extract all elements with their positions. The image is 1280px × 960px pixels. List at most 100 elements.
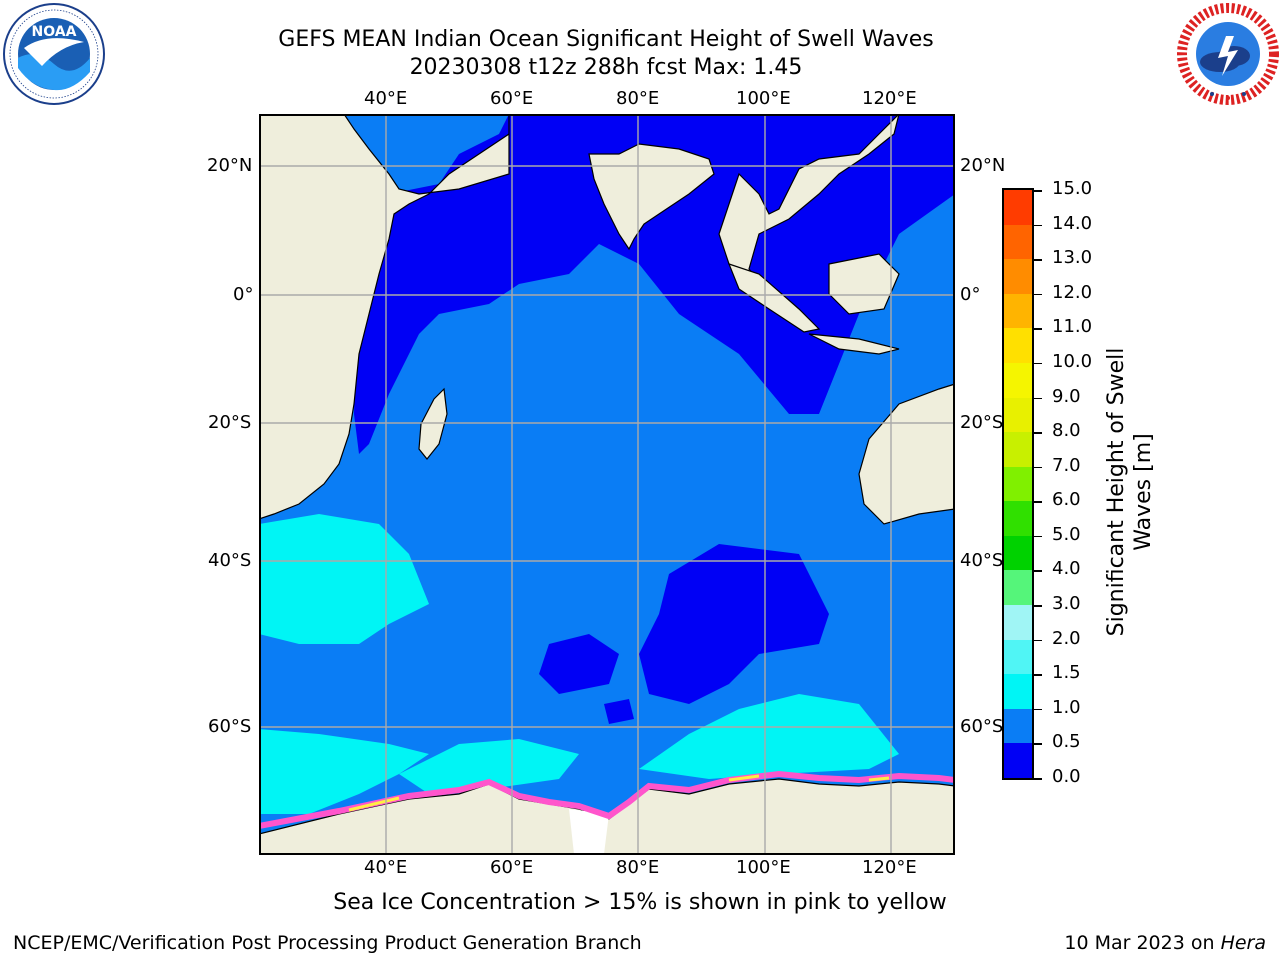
colorbar-tick-mark [1034, 639, 1042, 642]
colorbar-segment [1004, 603, 1032, 640]
footer-date: 10 Mar 2023 on Hera [1064, 932, 1266, 954]
lon-tick-top: 120°E [862, 88, 917, 109]
colorbar-segment [1004, 707, 1032, 744]
colorbar-tick-mark [1034, 501, 1042, 503]
colorbar-tick: 10.0 [1052, 350, 1093, 372]
colorbar-tick: 13.0 [1052, 247, 1093, 269]
colorbar-tick: 6.0 [1052, 489, 1081, 511]
footer-date-text: 10 Mar 2023 on [1064, 932, 1221, 954]
colorbar-segment [1004, 568, 1032, 606]
colorbar-tick: 3.0 [1052, 593, 1081, 615]
lon-tick-bottom: 60°E [490, 857, 534, 878]
lat-tick-left: 40°S [208, 550, 252, 571]
colorbar-segment [1004, 223, 1032, 260]
land-australia [858, 383, 954, 525]
footer-credit: NCEP/EMC/Verification Post Processing Pr… [13, 932, 642, 954]
colorbar-tick-mark [1034, 328, 1042, 330]
colorbar-tick: 0.0 [1052, 766, 1081, 787]
chart-subtitle: 20230308 t12z 288h fcst Max: 1.45 [409, 55, 803, 80]
colorbar [1002, 188, 1034, 780]
colorbar-tick: 15.0 [1052, 178, 1093, 199]
sea-ice-edge [260, 770, 954, 829]
noaa-logo-text: NOAA [32, 24, 77, 40]
colorbar-tick-mark [1034, 535, 1042, 538]
colorbar-tick: 1.5 [1052, 662, 1081, 684]
colorbar-segment [1004, 257, 1032, 294]
colorbar-label-box: Significant Height of Swell Waves [m] [1090, 335, 1170, 637]
land-java [808, 333, 900, 355]
colorbar-segment [1004, 672, 1032, 709]
colorbar-segment [1004, 396, 1032, 433]
colorbar-tick-mark [1034, 466, 1042, 469]
colorbar-segment [1004, 292, 1032, 329]
land-borneo [828, 253, 900, 315]
colorbar-tick-mark [1034, 570, 1042, 572]
colorbar-tick-mark [1034, 397, 1042, 400]
lat-tick-right: 20°N [960, 155, 1006, 176]
lat-tick-left: 60°S [208, 716, 252, 737]
swell-1-to-1.5-southwest [260, 729, 429, 814]
lon-tick-top: 40°E [364, 88, 408, 109]
colorbar-tick-mark [1034, 778, 1042, 780]
colorbar-tick: 12.0 [1052, 281, 1093, 303]
low-swell-south-patch [539, 634, 619, 694]
no-data-region [569, 809, 609, 854]
lat-tick-right: 20°S [960, 412, 1004, 433]
colorbar-tick: 1.0 [1052, 696, 1081, 718]
lon-tick-bottom: 40°E [364, 857, 408, 878]
colorbar-tick: 4.0 [1052, 558, 1081, 580]
chart-title: GEFS MEAN Indian Ocean Significant Heigh… [278, 27, 934, 52]
swell-1-to-1.5-west [260, 514, 429, 644]
map-frame [259, 114, 955, 855]
colorbar-tick: 7.0 [1052, 454, 1081, 476]
colorbar-segment [1004, 534, 1032, 571]
swell-height-map [259, 114, 955, 855]
lat-tick-right: 0° [960, 284, 981, 305]
colorbar-tick-mark [1034, 432, 1042, 434]
colorbar-tick: 8.0 [1052, 420, 1081, 442]
colorbar-tick: 9.0 [1052, 385, 1081, 407]
colorbar-tick: 11.0 [1052, 316, 1093, 338]
colorbar-tick-mark [1034, 743, 1042, 745]
nws-logo-icon [1177, 3, 1279, 105]
colorbar-tick-mark [1034, 224, 1042, 227]
colorbar-label: Significant Height of Swell Waves [m] [1104, 347, 1156, 637]
colorbar-tick: 2.0 [1052, 627, 1081, 649]
colorbar-segment [1004, 190, 1032, 225]
land-india [588, 143, 715, 251]
land-madagascar [418, 387, 448, 460]
low-swell-south-patch [604, 699, 634, 724]
lat-tick-right: 40°S [960, 550, 1004, 571]
colorbar-tick-mark [1034, 190, 1042, 192]
lon-tick-bottom: 120°E [862, 857, 917, 878]
colorbar-segment [1004, 361, 1032, 398]
colorbar-segment [1004, 741, 1032, 778]
colorbar-tick-mark [1034, 362, 1042, 365]
colorbar-tick-mark [1034, 708, 1042, 711]
sea-ice-caption: Sea Ice Concentration > 15% is shown in … [333, 890, 947, 915]
sea-ice-high-concentration [348, 774, 890, 812]
colorbar-tick: 14.0 [1052, 212, 1093, 234]
footer-host: Hera [1220, 932, 1266, 954]
lat-tick-left: 20°S [208, 412, 252, 433]
colorbar-segment [1004, 638, 1032, 675]
colorbar-tick-mark [1034, 293, 1042, 296]
lat-tick-left: 0° [233, 284, 254, 305]
swell-1-to-1.5-south [399, 739, 579, 794]
lon-tick-top: 60°E [490, 88, 534, 109]
lon-tick-bottom: 100°E [736, 857, 791, 878]
land-africa-arabia [260, 115, 510, 520]
swell-1-to-1.5-southeast [639, 694, 899, 779]
lon-tick-bottom: 80°E [616, 857, 660, 878]
lat-tick-left: 20°N [207, 155, 253, 176]
low-swell-south-region [639, 544, 829, 704]
colorbar-tick-mark [1034, 605, 1042, 607]
colorbar-segment [1004, 499, 1032, 536]
colorbar-tick-mark [1034, 259, 1042, 261]
lat-tick-right: 60°S [960, 716, 1004, 737]
colorbar-segment [1004, 430, 1032, 467]
colorbar-segment [1004, 326, 1032, 363]
colorbar-tick-mark [1034, 674, 1042, 676]
lon-tick-top: 100°E [736, 88, 791, 109]
lon-tick-top: 80°E [616, 88, 660, 109]
